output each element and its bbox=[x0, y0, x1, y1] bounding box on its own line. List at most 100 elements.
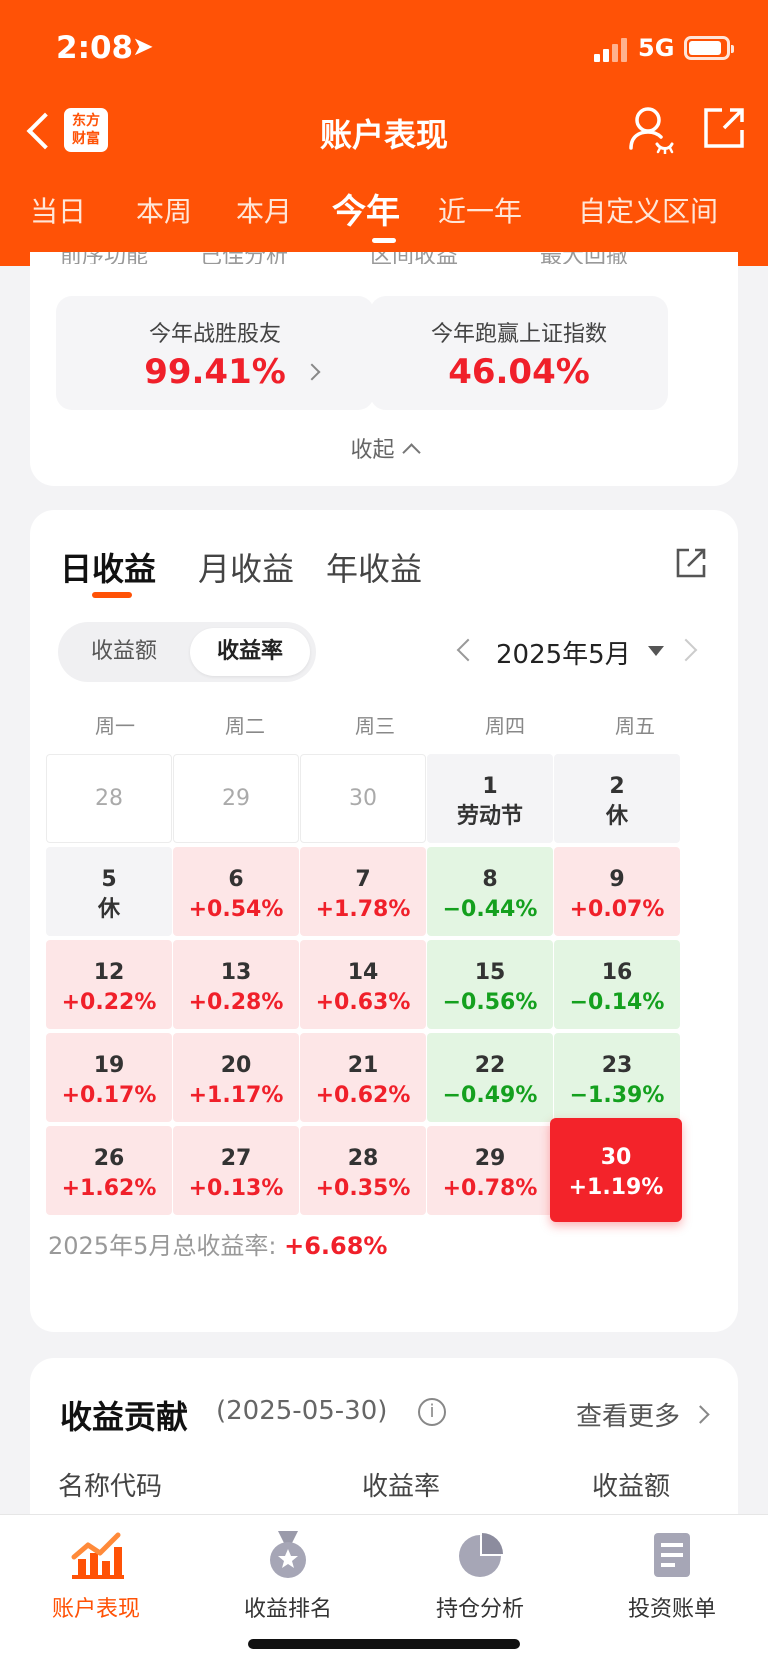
user-profile-icon[interactable] bbox=[628, 104, 674, 154]
calendar-day-cell[interactable]: 28 +0.35% bbox=[300, 1126, 426, 1215]
returns-tab-indicator bbox=[92, 592, 132, 598]
calendar-day-cell[interactable]: 8 −0.44% bbox=[427, 847, 553, 936]
month-label[interactable]: 2025年5月 bbox=[496, 640, 631, 670]
tab-custom-range[interactable]: 自定义区间 bbox=[578, 195, 719, 228]
calendar-day-cell[interactable]: 22 −0.49% bbox=[427, 1033, 553, 1122]
day-number: 29 bbox=[222, 786, 250, 811]
day-number: 7 bbox=[355, 867, 371, 892]
info-icon[interactable]: i bbox=[418, 1398, 446, 1426]
weekday-wed: 周三 bbox=[355, 714, 395, 738]
weekday-fri: 周五 bbox=[615, 714, 655, 738]
contribution-card: 收益贡献 (2025-05-30) i 查看更多 名称代码 收益率 收益额 bbox=[30, 1358, 738, 1518]
day-return-value: −0.14% bbox=[569, 990, 665, 1015]
calendar-day-cell[interactable]: 15 −0.56% bbox=[427, 940, 553, 1029]
calendar-day-cell: 30 bbox=[300, 754, 426, 843]
day-number: 12 bbox=[93, 960, 125, 985]
scrolled-labels: 前序功能 己佳分析 区间收益 最大回撤 bbox=[30, 252, 738, 264]
tab-today[interactable]: 当日 bbox=[30, 195, 87, 228]
chevron-right-icon[interactable] bbox=[691, 1405, 710, 1424]
network-type: 5G bbox=[638, 34, 675, 62]
tab-label: 收益排名 bbox=[243, 1597, 332, 1622]
day-number: 23 bbox=[601, 1053, 633, 1078]
day-return-value: +0.35% bbox=[315, 1176, 411, 1201]
day-number: 28 bbox=[95, 786, 123, 811]
calendar-day-cell[interactable]: 12 +0.22% bbox=[46, 940, 172, 1029]
day-number: 8 bbox=[482, 867, 498, 892]
calendar-day-cell[interactable]: 20 +1.17% bbox=[173, 1033, 299, 1122]
beat-index-stat: 今年跑赢上证指数 46.04% bbox=[370, 296, 668, 410]
app-logo: 东方 财富 bbox=[64, 108, 108, 152]
tab-position-analysis[interactable]: 持仓分析 bbox=[384, 1529, 576, 1623]
calendar-day-cell[interactable]: 1 劳动节 bbox=[427, 754, 553, 843]
share-icon[interactable] bbox=[702, 106, 746, 150]
day-return-value: +1.62% bbox=[61, 1176, 157, 1201]
see-more-link[interactable]: 查看更多 bbox=[576, 1402, 681, 1432]
calendar-day-cell[interactable]: 16 −0.14% bbox=[554, 940, 680, 1029]
day-number: 5 bbox=[101, 867, 117, 892]
tab-this-month[interactable]: 本月 bbox=[236, 195, 293, 228]
day-return-value: 劳动节 bbox=[456, 804, 523, 829]
tab-last-year[interactable]: 近一年 bbox=[438, 195, 523, 228]
day-return-value: −0.44% bbox=[442, 897, 538, 922]
calendar-day-cell[interactable]: 26 +1.62% bbox=[46, 1126, 172, 1215]
col-name-code[interactable]: 名称代码 bbox=[58, 1472, 163, 1502]
day-return-value: +0.62% bbox=[315, 1083, 411, 1108]
location-arrow-icon: ➤ bbox=[132, 32, 154, 62]
day-return-value: +0.07% bbox=[569, 897, 665, 922]
day-number: 27 bbox=[220, 1146, 252, 1171]
day-number: 13 bbox=[220, 960, 252, 985]
export-icon[interactable] bbox=[674, 546, 708, 580]
day-return-value: +1.78% bbox=[315, 897, 411, 922]
next-month-button[interactable] bbox=[674, 638, 698, 662]
toggle-amount[interactable]: 收益额 bbox=[90, 639, 157, 664]
battery-icon bbox=[684, 36, 734, 60]
calendar-day-cell[interactable]: 30 +1.19% bbox=[550, 1118, 682, 1222]
bottom-tab-bar: 账户表现 收益排名 持仓分析 投资账单 bbox=[0, 1514, 768, 1663]
calendar-day-cell[interactable]: 23 −1.39% bbox=[554, 1033, 680, 1122]
tab-yearly-returns[interactable]: 年收益 bbox=[326, 550, 423, 588]
calendar-day-cell[interactable]: 21 +0.62% bbox=[300, 1033, 426, 1122]
day-return-value: +1.19% bbox=[568, 1175, 664, 1200]
calendar-day-cell: 28 bbox=[46, 754, 172, 843]
tab-label: 账户表现 bbox=[51, 1597, 140, 1622]
day-number: 16 bbox=[601, 960, 633, 985]
calendar-day-cell[interactable]: 29 +0.78% bbox=[427, 1126, 553, 1215]
active-tab-indicator bbox=[372, 238, 396, 243]
tab-account-performance[interactable]: 账户表现 bbox=[0, 1529, 192, 1623]
col-return-amount[interactable]: 收益额 bbox=[592, 1472, 671, 1502]
page-title: 账户表现 bbox=[319, 116, 448, 154]
tab-this-year[interactable]: 今年 bbox=[332, 192, 400, 232]
calendar-day-cell[interactable]: 19 +0.17% bbox=[46, 1033, 172, 1122]
toggle-rate[interactable]: 收益率 bbox=[190, 628, 310, 676]
collapse-button[interactable]: 收起 bbox=[30, 432, 738, 464]
beat-friends-stat[interactable]: 今年战胜股友 99.41% bbox=[56, 296, 374, 410]
col-return-rate[interactable]: 收益率 bbox=[362, 1472, 441, 1502]
document-icon bbox=[654, 1533, 690, 1577]
tab-this-week[interactable]: 本周 bbox=[136, 195, 193, 228]
tab-return-ranking[interactable]: 收益排名 bbox=[192, 1529, 384, 1623]
day-number: 28 bbox=[347, 1146, 379, 1171]
day-number: 21 bbox=[347, 1053, 379, 1078]
chevron-up-icon bbox=[401, 443, 421, 462]
day-return-value: −1.39% bbox=[569, 1083, 665, 1108]
tab-investment-bill[interactable]: 投资账单 bbox=[576, 1529, 768, 1623]
tab-daily-returns[interactable]: 日收益 bbox=[60, 550, 157, 588]
calendar-day-cell[interactable]: 13 +0.28% bbox=[173, 940, 299, 1029]
calendar-day-cell[interactable]: 14 +0.63% bbox=[300, 940, 426, 1029]
month-total-value: +6.68% bbox=[284, 1232, 388, 1260]
day-number: 6 bbox=[228, 867, 244, 892]
caret-down-icon[interactable] bbox=[648, 646, 664, 656]
day-number: 19 bbox=[93, 1053, 125, 1078]
prev-month-button[interactable] bbox=[456, 638, 480, 662]
calendar-grid: 28 29 30 1 劳动节 2 休 5 休 6 +0.54% 7 +1.78% 8 −0.44% 9 +0.0… bbox=[46, 754, 722, 1224]
calendar-day-cell[interactable]: 9 +0.07% bbox=[554, 847, 680, 936]
tab-monthly-returns[interactable]: 月收益 bbox=[198, 550, 295, 588]
calendar-day-cell[interactable]: 27 +0.13% bbox=[173, 1126, 299, 1215]
calendar-day-cell[interactable]: 7 +1.78% bbox=[300, 847, 426, 936]
day-number: 30 bbox=[349, 786, 377, 811]
month-selector: 2025年5月 bbox=[450, 626, 710, 676]
day-return-value: −0.49% bbox=[442, 1083, 538, 1108]
calendar-day-cell[interactable]: 6 +0.54% bbox=[173, 847, 299, 936]
